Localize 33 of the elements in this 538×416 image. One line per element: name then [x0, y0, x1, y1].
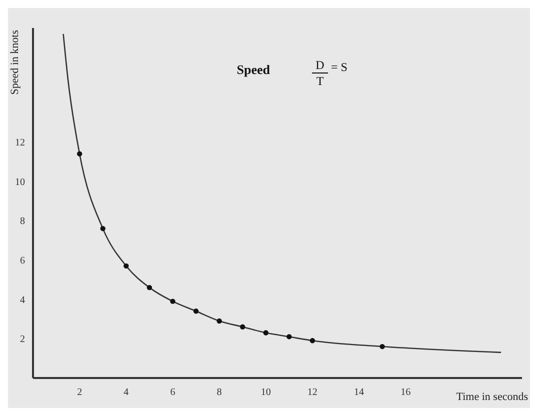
x-tick-label: 4 — [124, 387, 129, 398]
x-tick-label: 12 — [307, 387, 318, 398]
point — [100, 226, 106, 232]
point — [193, 308, 199, 314]
point — [263, 330, 268, 336]
annotation: = S — [331, 60, 348, 74]
y-tick-label: 2 — [20, 334, 25, 346]
x-tick-label: 6 — [170, 387, 176, 398]
x-tick-label: 10 — [260, 387, 271, 398]
point — [286, 334, 292, 340]
y-tick-label: 4 — [20, 294, 25, 306]
x-axis-title: Time in seconds — [456, 391, 528, 403]
y-axis-title: Speed in knots — [9, 30, 21, 95]
y-tick-label: 12 — [15, 138, 25, 149]
point — [170, 298, 176, 304]
point — [216, 318, 222, 324]
line-series — [62, 33, 502, 354]
x-tick-label: 16 — [400, 387, 411, 398]
point — [240, 324, 246, 330]
annotation: T — [316, 74, 324, 88]
x-tick-label: 8 — [216, 387, 222, 398]
annotation: D — [316, 58, 325, 72]
text: Speed — [236, 62, 271, 77]
y-tick-label: 8 — [20, 216, 25, 228]
point — [124, 263, 129, 269]
y-tick-label: 6 — [20, 256, 25, 267]
x-tick-label: 14 — [354, 387, 364, 398]
point — [76, 151, 82, 156]
point — [310, 338, 316, 344]
point — [380, 344, 385, 350]
y-tick-label: 10 — [15, 176, 25, 188]
x-tick-label: 2 — [77, 387, 82, 398]
point — [146, 284, 152, 290]
